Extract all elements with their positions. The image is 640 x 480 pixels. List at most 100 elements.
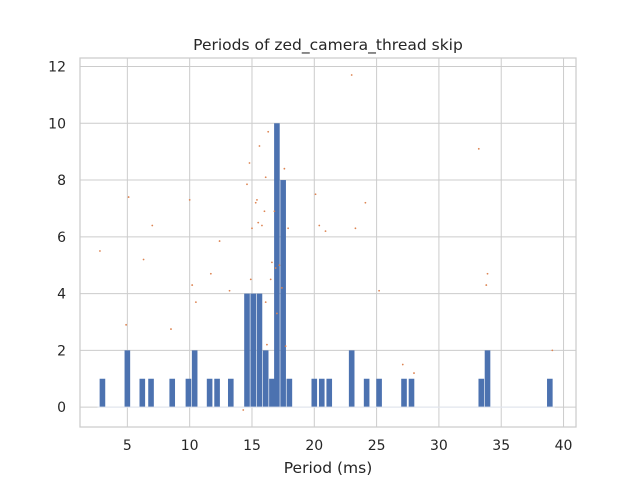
scatter-point bbox=[287, 227, 290, 230]
scatter-point bbox=[267, 130, 270, 133]
histogram-bar bbox=[262, 350, 269, 408]
histogram-bar bbox=[274, 123, 280, 408]
histogram-bar bbox=[191, 350, 198, 408]
histogram-bar bbox=[401, 378, 407, 408]
histogram-bar bbox=[478, 378, 485, 408]
scatter-point bbox=[274, 267, 277, 269]
histogram-bar bbox=[148, 378, 154, 408]
scatter-point bbox=[280, 287, 283, 289]
y-tick-label: 0 bbox=[57, 400, 66, 416]
x-tick-label: 35 bbox=[492, 438, 510, 454]
histogram-bar bbox=[286, 378, 293, 408]
histogram-bar bbox=[326, 378, 333, 408]
scatter-point bbox=[271, 261, 273, 264]
histogram-bar bbox=[376, 378, 382, 408]
histogram-bar bbox=[227, 378, 234, 408]
x-tick-label: 20 bbox=[305, 438, 323, 454]
scatter-point bbox=[324, 230, 327, 233]
scatter-point bbox=[261, 224, 263, 227]
histogram-bar bbox=[269, 378, 275, 408]
x-tick-labels: 5 10 15 20 25 30 35 40 bbox=[123, 438, 573, 454]
scatter-point bbox=[188, 199, 191, 201]
scatter-point bbox=[276, 312, 278, 315]
scatter-point bbox=[191, 284, 194, 286]
histogram-bar bbox=[363, 378, 370, 408]
scatter-point bbox=[125, 323, 128, 326]
scatter-point bbox=[413, 372, 415, 374]
histogram-bar bbox=[408, 378, 415, 408]
scatter-point bbox=[263, 210, 266, 213]
scatter-point bbox=[209, 272, 212, 275]
x-tick-label: 10 bbox=[181, 438, 199, 454]
scatter-point bbox=[194, 301, 197, 304]
scatter-point bbox=[248, 162, 251, 164]
scatter-point bbox=[257, 221, 260, 224]
histogram-bar bbox=[311, 378, 318, 408]
scatter-point bbox=[249, 278, 252, 281]
histogram-bar bbox=[169, 378, 176, 408]
scatter-point bbox=[354, 227, 357, 230]
scatter-point bbox=[485, 284, 488, 286]
histogram-bar bbox=[124, 350, 131, 408]
histogram-bar bbox=[547, 378, 553, 408]
histogram-bar bbox=[484, 350, 491, 408]
scatter-point bbox=[99, 250, 101, 252]
grid-lines bbox=[80, 58, 576, 427]
scatter-point bbox=[264, 301, 267, 304]
y-tick-label: 2 bbox=[57, 343, 66, 359]
scatter-point bbox=[254, 201, 257, 204]
scatter-point bbox=[486, 272, 489, 275]
scatter-point bbox=[364, 201, 367, 204]
histogram-bar bbox=[250, 293, 257, 408]
histogram-bar bbox=[318, 378, 325, 408]
scatter-point bbox=[242, 409, 245, 411]
scatter-point bbox=[228, 289, 231, 292]
scatter-point bbox=[246, 183, 248, 186]
scatter-point bbox=[278, 264, 281, 267]
scatter-point bbox=[350, 74, 353, 76]
x-tick-label: 25 bbox=[368, 438, 386, 454]
scatter-point bbox=[284, 345, 287, 348]
scatter-point bbox=[266, 343, 268, 346]
scatter-point bbox=[318, 224, 321, 227]
scatter-point bbox=[256, 199, 258, 201]
histogram-bar bbox=[185, 378, 192, 408]
y-tick-label: 8 bbox=[57, 173, 66, 189]
bar-series bbox=[97, 123, 555, 408]
histogram-bar bbox=[244, 293, 250, 408]
y-tick-labels: 0 2 4 6 8 10 12 bbox=[48, 60, 66, 417]
scatter-point bbox=[283, 167, 286, 170]
x-tick-label: 5 bbox=[123, 438, 132, 454]
scatter-point bbox=[378, 289, 380, 292]
scatter-point bbox=[170, 328, 172, 330]
scatter-point bbox=[258, 145, 261, 147]
scatter-point bbox=[264, 176, 267, 179]
y-tick-label: 4 bbox=[57, 287, 66, 303]
x-axis-label: Period (ms) bbox=[284, 459, 373, 477]
scatter-point bbox=[218, 240, 221, 242]
scatter-point bbox=[401, 363, 404, 366]
histogram-bar bbox=[206, 378, 213, 408]
scatter-point bbox=[477, 147, 480, 150]
x-tick-label: 30 bbox=[430, 438, 448, 454]
scatter-series bbox=[99, 74, 554, 411]
scatter-point bbox=[142, 258, 145, 261]
y-tick-label: 10 bbox=[48, 116, 66, 132]
y-tick-label: 12 bbox=[48, 60, 66, 76]
x-tick-label: 15 bbox=[243, 438, 261, 454]
plot-frame bbox=[79, 57, 577, 428]
scatter-point bbox=[273, 210, 276, 213]
scatter-point bbox=[269, 278, 272, 281]
histogram-bar bbox=[99, 378, 106, 408]
scatter-point bbox=[151, 224, 154, 227]
scatter-point bbox=[127, 196, 130, 198]
scatter-point bbox=[314, 193, 317, 196]
histogram-bar bbox=[214, 378, 220, 408]
scatter-point bbox=[551, 349, 554, 352]
scatter-point bbox=[251, 227, 253, 230]
y-tick-label: 6 bbox=[57, 230, 66, 246]
histogram-bar bbox=[139, 378, 146, 408]
histogram-bar bbox=[280, 180, 286, 408]
x-tick-label: 40 bbox=[555, 438, 573, 454]
